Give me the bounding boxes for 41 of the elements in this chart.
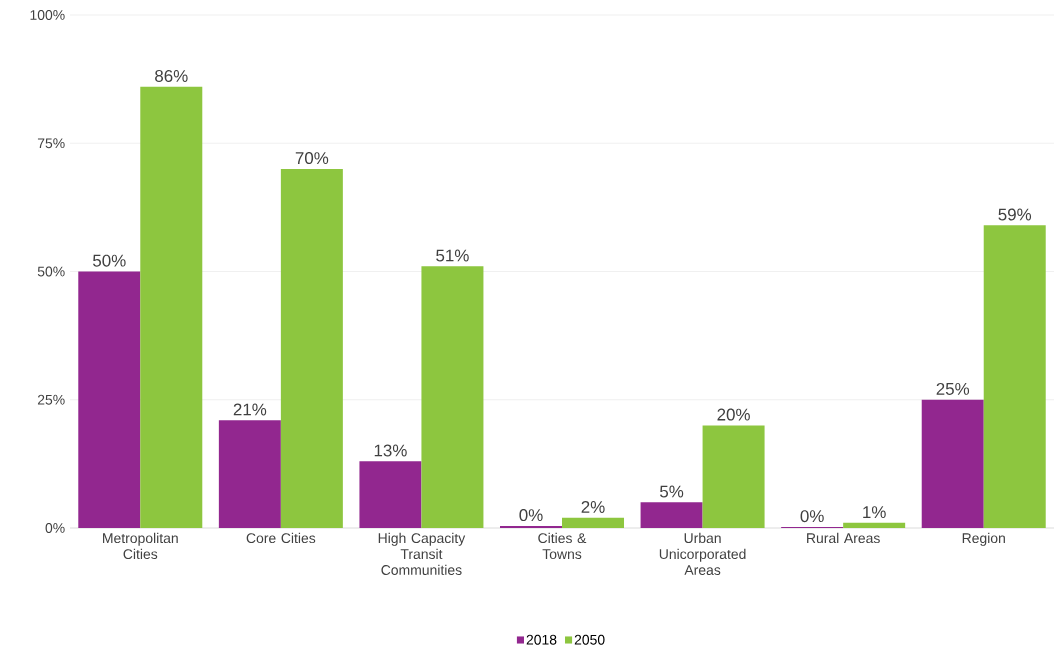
bar <box>640 502 703 528</box>
bar <box>500 525 562 528</box>
y-tick-label: 100% <box>30 10 65 20</box>
data-label: 13% <box>374 444 407 457</box>
bar <box>421 266 484 528</box>
x-tick-label: Cities & Towns <box>538 532 587 560</box>
data-label: 25% <box>936 382 970 395</box>
bar <box>921 399 984 528</box>
data-label: 20% <box>717 408 750 421</box>
data-label: 5% <box>660 485 684 498</box>
data-label: 70% <box>295 152 329 165</box>
y-tick-label: 25% <box>37 394 65 405</box>
y-tick-label: 75% <box>37 138 65 149</box>
data-label: 0% <box>800 510 824 523</box>
x-tick-label: High Capacity Transit Communities <box>378 532 466 575</box>
data-label: 50% <box>93 254 126 267</box>
x-tick-label: Urban Unicorporated Areas <box>659 532 746 575</box>
legend-label: 2018 <box>526 634 557 645</box>
y-tick-label: 0% <box>45 523 65 533</box>
data-label: 86% <box>155 69 188 82</box>
data-label: 51% <box>436 249 469 262</box>
bar <box>843 522 906 528</box>
data-label: 1% <box>863 506 886 519</box>
bar <box>702 425 765 528</box>
x-tick-label: Rural Areas <box>807 532 880 544</box>
bar <box>280 168 343 528</box>
data-label: 21% <box>233 403 267 416</box>
bar <box>359 461 422 528</box>
x-tick-label: Region <box>962 532 1005 546</box>
data-label: 2% <box>581 500 605 513</box>
bar <box>140 86 203 528</box>
bar <box>78 271 141 528</box>
legend-label: 2050 <box>574 634 605 645</box>
bar <box>218 420 281 528</box>
x-tick-label: Core Cities <box>246 532 316 544</box>
bar <box>562 517 625 528</box>
bar <box>983 225 1046 528</box>
data-label: 59% <box>998 208 1032 221</box>
x-tick-label: Metropolitan Cities <box>103 532 178 560</box>
y-tick-label: 50% <box>37 266 65 277</box>
data-label: 0% <box>519 509 543 522</box>
